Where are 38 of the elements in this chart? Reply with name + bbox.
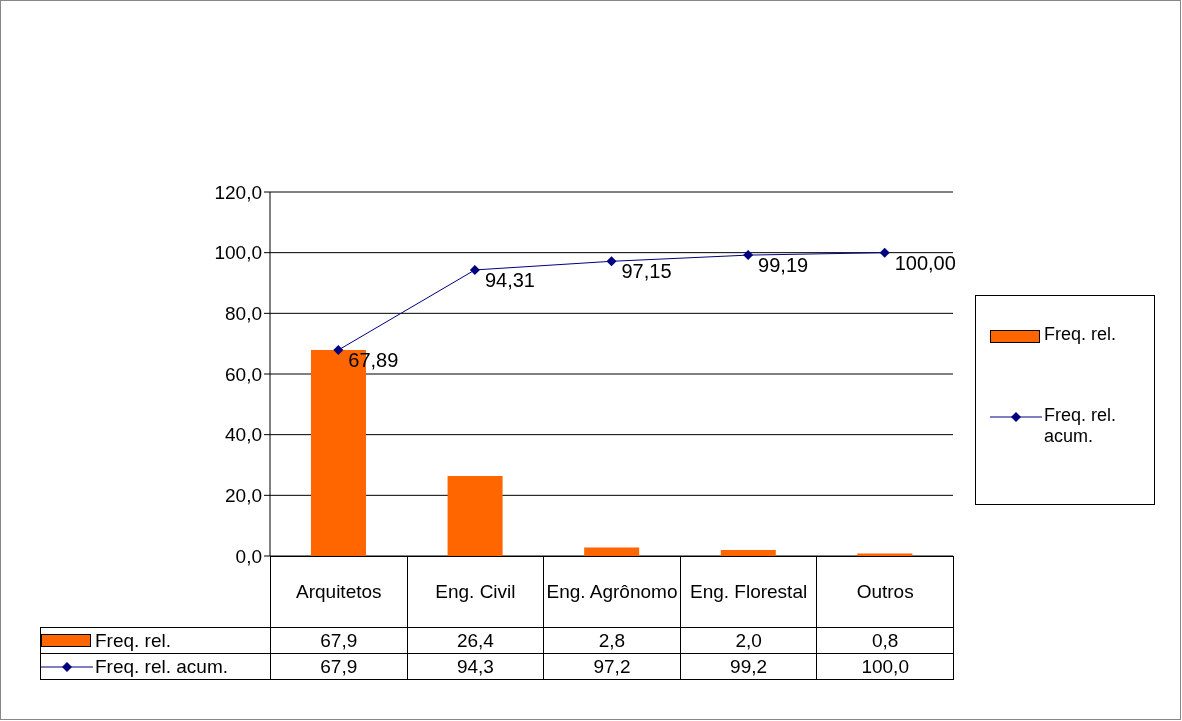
y-tick-label: 80,0 [225,303,262,325]
text: Freq. rel. [95,629,172,651]
text: 100,0 [816,653,954,680]
data-label: 94,31 [484,269,535,292]
y-tick-label: 60,0 [225,363,262,385]
point [743,250,754,261]
text: 99,2 [679,653,818,680]
text: 67,9 [270,653,408,680]
bar [447,475,503,556]
y-tick-label: 40,0 [225,424,262,446]
y-tick-label: 0,0 [235,545,262,567]
text: 97,2 [543,653,681,680]
point [879,247,890,258]
y-tick-label: 100,0 [214,242,262,264]
data-label: 2,8 [543,627,681,654]
data-label: 67,9 [270,627,408,654]
x-tick-label: Eng. Agrônomo [543,556,681,628]
x-tick-label: Eng. Civil [406,556,545,628]
point [333,345,344,356]
x-tick-label: Eng. Florestal [679,556,818,628]
point [469,264,480,275]
legend-label: Freq. rel. acum. [1044,405,1118,447]
x-tick-label: Arquitetos [270,556,408,628]
data-label: 99,19 [758,254,809,277]
bar [720,549,776,556]
bar [584,547,640,556]
data-label: 97,15 [621,260,672,283]
x-tick-label: Outros [816,556,954,628]
point [606,256,617,267]
y-tick-label: 120,0 [214,181,262,203]
text: Freq. rel. acum. [95,655,229,677]
text: 94,3 [406,653,545,680]
data-label: 26,4 [406,627,545,654]
data-label: 0,8 [816,627,954,654]
data-label: 2,0 [679,627,818,654]
y-tick-label: 20,0 [225,485,262,507]
legend-label: Freq. rel. [1044,324,1118,345]
data-label: 100,00 [894,251,956,274]
